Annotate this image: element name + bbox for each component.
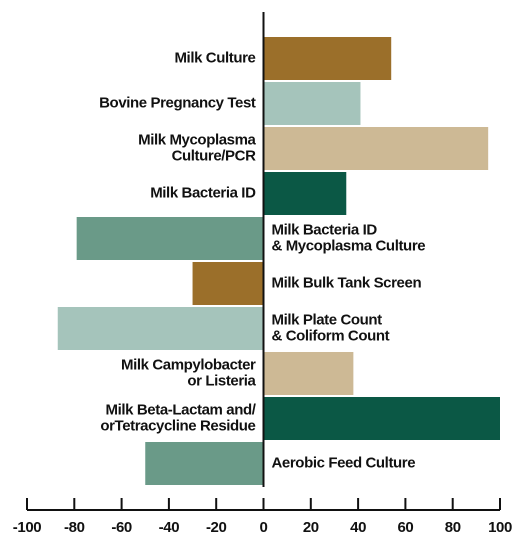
x-tick-label: -20 [206, 519, 227, 536]
x-tick-label: 60 [397, 519, 413, 536]
x-tick-label: -100 [13, 519, 41, 536]
x-tick-label: 80 [445, 519, 461, 536]
category-label: Milk Bacteria ID [150, 184, 256, 201]
x-tick-label: 20 [303, 519, 319, 536]
category-label: Milk Beta-Lactam and/orTetracycline Resi… [100, 401, 256, 434]
category-label: Milk Mycoplasma Culture/PCR [138, 131, 256, 164]
bar [76, 217, 264, 260]
bar [145, 442, 264, 485]
x-tick-label: -60 [111, 519, 132, 536]
category-label: Milk Campylobacter or Listeria [121, 356, 257, 389]
category-label: Milk Bacteria ID & Mycoplasma Culture [272, 221, 426, 254]
x-tick-label: 100 [488, 519, 512, 536]
bar [263, 127, 489, 170]
bar [57, 307, 264, 350]
category-label: Bovine Pregnancy Test [99, 94, 256, 111]
x-tick-label: 40 [350, 519, 366, 536]
bar [263, 37, 392, 80]
bar [263, 172, 347, 215]
category-label: Milk Plate Count & Coliform Count [272, 311, 390, 344]
bar [263, 397, 500, 440]
category-label: Aerobic Feed Culture [272, 454, 416, 471]
category-label: Milk Bulk Tank Screen [272, 274, 422, 291]
category-label: Milk Culture [174, 49, 255, 66]
x-tick-label: -40 [159, 519, 180, 536]
bar [192, 262, 264, 305]
x-tick-label: 0 [260, 519, 268, 536]
x-tick-label: -80 [64, 519, 85, 536]
bar [263, 352, 354, 395]
bar [263, 82, 361, 125]
